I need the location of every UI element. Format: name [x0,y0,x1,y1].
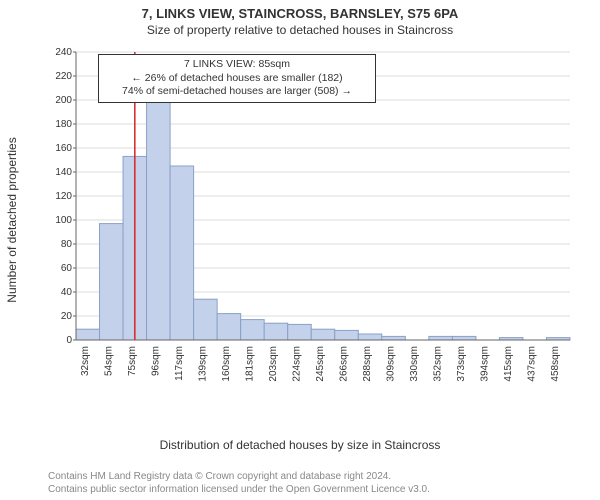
svg-text:32sqm: 32sqm [80,346,91,376]
svg-text:203sqm: 203sqm [268,346,279,382]
svg-text:458sqm: 458sqm [550,346,561,382]
footer-line1: Contains HM Land Registry data © Crown c… [48,470,600,483]
svg-text:60: 60 [61,263,73,274]
svg-text:330sqm: 330sqm [409,346,420,382]
svg-text:160: 160 [55,143,72,154]
svg-text:288sqm: 288sqm [362,346,373,382]
svg-text:117sqm: 117sqm [174,346,185,381]
svg-text:394sqm: 394sqm [480,346,491,382]
svg-text:437sqm: 437sqm [527,346,538,382]
svg-text:266sqm: 266sqm [339,346,350,382]
annotation-line1: 7 LINKS VIEW: 85sqm [105,58,369,72]
svg-text:100: 100 [55,215,72,226]
annotation-line2: ← 26% of detached houses are smaller (18… [105,72,369,86]
annotation-box: 7 LINKS VIEW: 85sqm ← 26% of detached ho… [98,54,376,103]
svg-text:415sqm: 415sqm [503,346,514,382]
svg-text:40: 40 [61,287,73,298]
svg-text:224sqm: 224sqm [291,346,302,382]
svg-text:200: 200 [55,95,72,106]
svg-text:140: 140 [55,167,72,178]
svg-text:220: 220 [55,71,72,82]
svg-text:240: 240 [55,48,72,58]
svg-text:96sqm: 96sqm [150,346,161,376]
svg-text:160sqm: 160sqm [221,346,232,382]
footer-line2: Contains public sector information licen… [48,483,600,496]
svg-text:180: 180 [55,119,72,130]
page-title: 7, LINKS VIEW, STAINCROSS, BARNSLEY, S75… [0,0,600,21]
svg-text:373sqm: 373sqm [456,346,467,382]
annotation-line3: 74% of semi-detached houses are larger (… [105,85,369,99]
svg-text:0: 0 [66,335,72,346]
svg-text:245sqm: 245sqm [315,346,326,382]
y-axis-label: Number of detached properties [5,137,19,302]
svg-text:139sqm: 139sqm [197,346,208,382]
svg-text:120: 120 [55,191,72,202]
svg-text:309sqm: 309sqm [386,346,397,382]
chart-area: 0 20 40 60 80 100 120 140 160 180 200 220 240 32sqm 54… [48,48,576,398]
svg-text:80: 80 [61,239,73,250]
svg-text:54sqm: 54sqm [103,346,114,376]
svg-text:181sqm: 181sqm [244,346,255,382]
page-subtitle: Size of property relative to detached ho… [0,21,600,37]
svg-text:75sqm: 75sqm [127,346,138,376]
svg-text:20: 20 [61,311,73,322]
footer-attribution: Contains HM Land Registry data © Crown c… [0,470,600,496]
svg-text:352sqm: 352sqm [433,346,444,382]
x-axis-label: Distribution of detached houses by size … [160,438,441,452]
